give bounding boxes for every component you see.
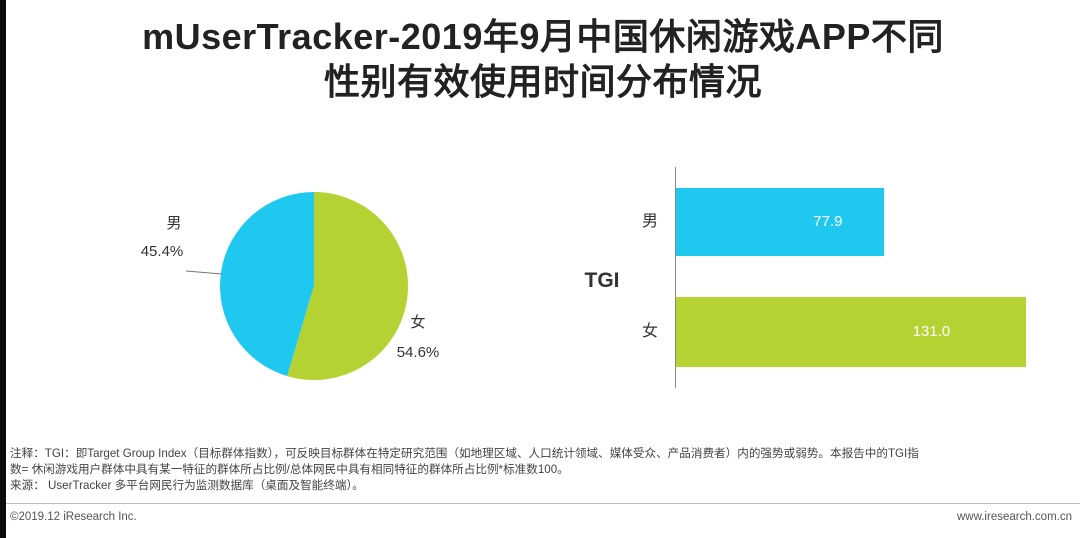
footer-divider — [6, 503, 1080, 504]
footnote-line-1: 注释：TGI：即Target Group Index（目标群体指数），可反映目标… — [10, 447, 919, 460]
copyright-text: ©2019.12 iResearch Inc. — [10, 511, 137, 523]
bar-category-label-female: 女 — [642, 321, 658, 340]
footnote: 注释：TGI：即Target Group Index（目标群体指数），可反映目标… — [10, 446, 1076, 494]
left-frame-border — [0, 0, 6, 538]
source-line: 来源： UserTracker 多平台网民行为监测数据库（桌面及智能终端）。 — [10, 479, 364, 492]
pie-label-male-value: 45.4% — [141, 243, 184, 260]
footnote-line-2: 数= 休闲游戏用户群体中具有某一特征的群体所占比例/总体网民中具有相同特征的群体… — [10, 463, 569, 476]
pie-slice-female — [287, 192, 409, 380]
pie-chart: 男 45.4% 女 54.6% — [141, 192, 440, 380]
pie-label-female-name: 女 — [410, 313, 425, 331]
pie-label-female-value: 54.6% — [397, 344, 440, 361]
charts-canvas: 男 45.4% 女 54.6% TGI 77.9 男 131.0 女 — [141, 167, 1026, 388]
title-line-2: 性别有效使用时间分布情况 — [323, 61, 762, 102]
pie-label-male-name: 男 — [166, 215, 181, 232]
bar-male — [676, 188, 885, 256]
website-text: www.iresearch.com.cn — [956, 511, 1072, 523]
bar-category-label-male: 男 — [642, 213, 658, 230]
bar-chart-axis-label-tgi: TGI — [585, 269, 620, 292]
pie-slice-male — [220, 192, 314, 377]
bar-female — [676, 297, 1026, 367]
page-title: mUserTracker-2019年9月中国休闲游戏APP不同 性别有效使用时间… — [6, 14, 1080, 104]
bar-chart: TGI 77.9 男 131.0 女 — [585, 167, 1026, 388]
title-line-1: mUserTracker-2019年9月中国休闲游戏APP不同 — [142, 16, 944, 57]
bar-value-label-male: 77.9 — [813, 213, 842, 230]
bar-value-label-female: 131.0 — [913, 323, 951, 340]
pie-label-leader-line-male — [185, 270, 223, 275]
